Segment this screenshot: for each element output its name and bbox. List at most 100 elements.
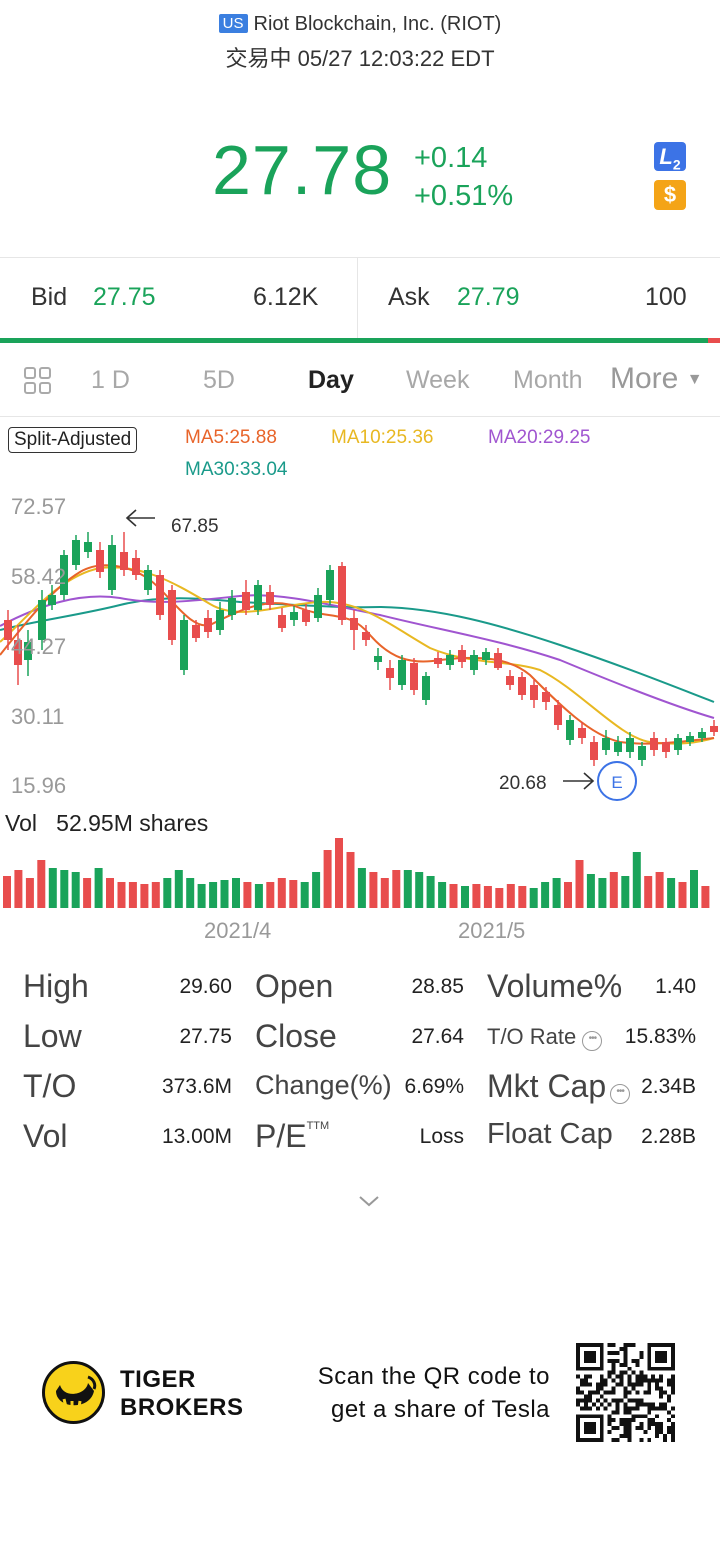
qr-cell xyxy=(671,1426,675,1431)
qr-cell xyxy=(607,1422,612,1427)
qr-cell xyxy=(619,1362,624,1367)
volume-bar xyxy=(609,872,618,908)
volume-bar xyxy=(94,868,103,908)
split-adjusted-button[interactable]: Split-Adjusted xyxy=(8,427,138,453)
y-tick: 30.11 xyxy=(11,704,64,729)
more-info-icon[interactable]: ••• xyxy=(582,1031,603,1051)
qr-cell xyxy=(583,1366,588,1371)
vol-label: Vol xyxy=(23,1118,68,1154)
candle-body xyxy=(710,726,718,732)
low-value: 27.75 xyxy=(179,1025,232,1048)
qr-cell xyxy=(659,1394,664,1399)
dollar-icon[interactable]: $ xyxy=(654,180,686,210)
x-tick: 2021/4 xyxy=(204,918,272,943)
volume-bar xyxy=(495,888,504,908)
qr-cell xyxy=(583,1343,588,1347)
qr-cell xyxy=(603,1406,608,1411)
qr-cell xyxy=(607,1343,612,1347)
volume-bar xyxy=(632,852,641,908)
volume-bar xyxy=(598,878,607,908)
qr-cell xyxy=(663,1366,668,1371)
volume-bar xyxy=(415,872,424,908)
qr-cell xyxy=(583,1394,588,1399)
chevron-down-icon[interactable] xyxy=(358,1193,380,1209)
qr-cell xyxy=(611,1370,616,1375)
qr-cell xyxy=(576,1430,580,1435)
qr-cell xyxy=(647,1390,652,1395)
volume-bar xyxy=(369,872,378,908)
qr-cell xyxy=(647,1354,652,1359)
qr-cell xyxy=(587,1438,592,1442)
more-info-icon[interactable]: ••• xyxy=(610,1084,631,1104)
qr-cell xyxy=(655,1434,660,1439)
qr-cell xyxy=(639,1370,644,1375)
tab-more[interactable]: More ▼ xyxy=(610,362,703,395)
tab-week[interactable]: Week xyxy=(406,366,470,394)
level2-icon[interactable]: L2 xyxy=(654,142,686,172)
tab-5d[interactable]: 5D xyxy=(203,366,235,394)
qr-cell xyxy=(671,1343,675,1347)
qr-cell xyxy=(651,1378,656,1383)
candlestick-chart[interactable]: 72.57 58.42 44.27 30.11 15.96 67.85 20.6… xyxy=(0,480,720,810)
high-label: High xyxy=(23,968,89,1004)
qr-cell xyxy=(671,1438,675,1442)
qr-cell xyxy=(655,1378,660,1383)
ask-price: 27.79 xyxy=(457,283,520,311)
candle-body xyxy=(554,705,562,725)
qr-cell xyxy=(619,1422,624,1427)
volume-bar xyxy=(300,882,309,908)
volume-bar xyxy=(140,884,149,908)
svg-text:67.85: 67.85 xyxy=(171,516,219,537)
volume-bar xyxy=(323,850,332,908)
qr-cell xyxy=(595,1343,600,1347)
qr-cell xyxy=(615,1406,620,1411)
ask-label: Ask xyxy=(388,283,430,311)
promo-text: get a share of Tesla xyxy=(330,1396,550,1423)
earnings-marker[interactable]: E xyxy=(597,761,637,801)
qr-cell xyxy=(591,1414,596,1419)
tab-1d[interactable]: 1 D xyxy=(91,366,130,394)
qr-cell xyxy=(663,1438,668,1442)
qr-cell xyxy=(623,1394,628,1399)
candle-body xyxy=(434,658,442,664)
volume-bar xyxy=(220,880,229,908)
qr-cell xyxy=(583,1378,588,1383)
volume-bar xyxy=(163,878,172,908)
caret-down-icon: ▼ xyxy=(686,371,703,388)
candle-body xyxy=(326,570,334,600)
bid-ratio-bar xyxy=(0,338,708,343)
qr-cell xyxy=(599,1374,604,1379)
qr-cell xyxy=(599,1382,604,1387)
qr-cell xyxy=(627,1378,632,1383)
qr-cell xyxy=(603,1378,608,1383)
close-label: Close xyxy=(255,1018,337,1054)
qr-cell xyxy=(595,1438,600,1442)
qr-cell xyxy=(576,1366,580,1371)
candle-body xyxy=(542,692,550,702)
qr-cell xyxy=(595,1382,600,1387)
qr-cell xyxy=(591,1343,596,1347)
qr-cell xyxy=(611,1343,616,1347)
changepct-label: Change(%) xyxy=(255,1070,392,1100)
grid-icon[interactable] xyxy=(23,366,53,396)
open-label: Open xyxy=(255,968,334,1004)
qr-cell xyxy=(595,1366,600,1371)
qr-cell xyxy=(615,1402,620,1407)
qr-cell xyxy=(576,1426,580,1431)
qr-cell xyxy=(659,1402,664,1407)
qr-cell xyxy=(623,1386,628,1391)
qr-cell xyxy=(671,1358,675,1363)
candle-body xyxy=(14,640,22,665)
qr-cell xyxy=(599,1386,604,1391)
tab-day[interactable]: Day xyxy=(308,366,354,394)
mktcap-label: Mkt Cap ••• xyxy=(487,1068,631,1105)
ma30-legend: MA30:33.04 xyxy=(185,459,288,480)
tab-month[interactable]: Month xyxy=(513,366,583,394)
volume-bar xyxy=(357,868,366,908)
volume-bar xyxy=(461,886,469,908)
volume-bar xyxy=(403,870,412,908)
candle-body xyxy=(314,595,322,618)
candle-body xyxy=(590,742,598,760)
qr-cell xyxy=(623,1346,628,1351)
volume-bar xyxy=(690,870,698,908)
